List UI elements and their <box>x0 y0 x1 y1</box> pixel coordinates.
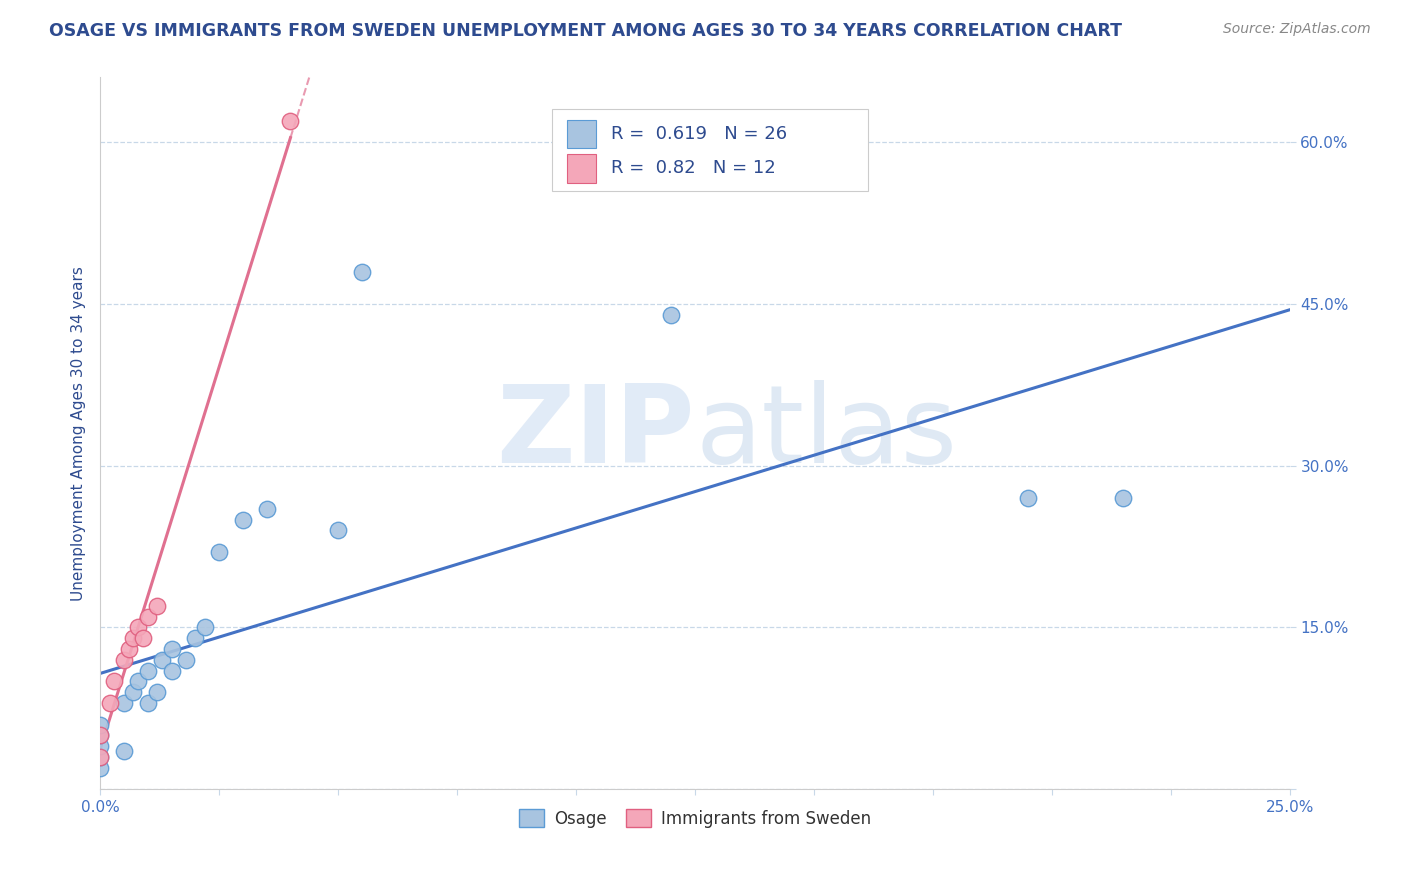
Point <box>118 642 141 657</box>
Point <box>136 696 159 710</box>
Point <box>89 717 111 731</box>
Point <box>136 664 159 678</box>
Text: ZIP: ZIP <box>496 380 695 486</box>
Point <box>194 620 217 634</box>
Y-axis label: Unemployment Among Ages 30 to 34 years: Unemployment Among Ages 30 to 34 years <box>72 266 86 601</box>
Point <box>122 685 145 699</box>
Point <box>174 653 197 667</box>
Point <box>89 739 111 753</box>
FancyBboxPatch shape <box>553 110 868 191</box>
Text: R =  0.82   N = 12: R = 0.82 N = 12 <box>610 160 775 178</box>
Point <box>127 620 149 634</box>
Point <box>659 308 682 322</box>
Point <box>89 728 111 742</box>
Point <box>103 674 125 689</box>
Point <box>122 632 145 646</box>
Point <box>127 674 149 689</box>
Point <box>256 501 278 516</box>
Point <box>112 696 135 710</box>
Point <box>160 642 183 657</box>
Point <box>132 632 155 646</box>
FancyBboxPatch shape <box>567 120 596 148</box>
Point <box>350 264 373 278</box>
Point <box>280 113 302 128</box>
Point <box>184 632 207 646</box>
Point <box>1017 491 1039 505</box>
Text: OSAGE VS IMMIGRANTS FROM SWEDEN UNEMPLOYMENT AMONG AGES 30 TO 34 YEARS CORRELATI: OSAGE VS IMMIGRANTS FROM SWEDEN UNEMPLOY… <box>49 22 1122 40</box>
Point <box>89 750 111 764</box>
Point <box>326 524 349 538</box>
Point <box>112 744 135 758</box>
Point <box>208 545 231 559</box>
Text: Source: ZipAtlas.com: Source: ZipAtlas.com <box>1223 22 1371 37</box>
Point <box>89 728 111 742</box>
Point <box>160 664 183 678</box>
Point <box>146 685 169 699</box>
Legend: Osage, Immigrants from Sweden: Osage, Immigrants from Sweden <box>512 803 879 834</box>
Point <box>89 761 111 775</box>
Point <box>150 653 173 667</box>
Point <box>232 513 254 527</box>
Point <box>112 653 135 667</box>
Text: atlas: atlas <box>695 380 957 486</box>
Point <box>146 599 169 613</box>
Text: R =  0.619   N = 26: R = 0.619 N = 26 <box>610 125 787 143</box>
Point <box>98 696 121 710</box>
Point <box>136 609 159 624</box>
FancyBboxPatch shape <box>567 154 596 183</box>
Point <box>89 750 111 764</box>
Point <box>1112 491 1135 505</box>
